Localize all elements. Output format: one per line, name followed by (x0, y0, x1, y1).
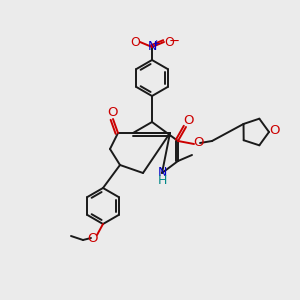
Text: H: H (157, 175, 167, 188)
Text: −: − (168, 34, 180, 47)
Text: +: + (152, 40, 159, 49)
Text: N: N (157, 166, 167, 178)
Text: O: O (164, 35, 174, 49)
Text: N: N (147, 40, 157, 53)
Text: O: O (87, 232, 97, 245)
Text: O: O (183, 115, 193, 128)
Text: O: O (108, 106, 118, 118)
Text: O: O (130, 35, 140, 49)
Text: O: O (193, 136, 203, 149)
Text: O: O (269, 124, 279, 137)
